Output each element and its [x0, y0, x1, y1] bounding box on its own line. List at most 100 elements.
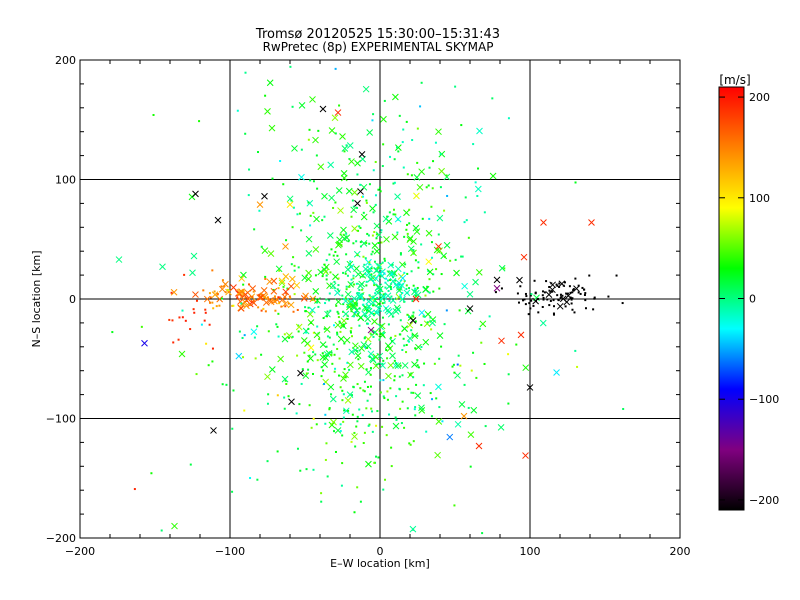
scatter-dot	[378, 186, 381, 189]
scatter-dot	[350, 327, 353, 330]
scatter-dot	[424, 294, 427, 297]
scatter-dot	[339, 233, 342, 236]
scatter-cross	[413, 174, 421, 181]
scatter-dot	[416, 286, 419, 289]
scatter-cross	[261, 192, 268, 200]
scatter-dot	[316, 187, 319, 190]
scatter-dot	[552, 299, 555, 302]
scatter-dot	[507, 353, 510, 356]
scatter-dot	[238, 330, 241, 333]
scatter-dot	[242, 283, 245, 286]
scatter-cross	[354, 270, 362, 278]
scatter-dot	[414, 414, 417, 417]
scatter-dot	[304, 306, 307, 309]
scatter-dot	[440, 345, 443, 348]
scatter-dot	[328, 299, 331, 302]
scatter-dot	[360, 195, 363, 198]
scatter-dot	[374, 160, 377, 163]
scatter-dot	[292, 256, 295, 259]
scatter-dot	[346, 305, 349, 308]
scatter-dot	[284, 379, 287, 382]
scatter-dot	[236, 109, 239, 112]
scatter-cross	[256, 201, 264, 208]
scatter-cross	[454, 420, 462, 428]
scatter-dot	[373, 230, 376, 233]
scatter-dot	[352, 242, 355, 245]
scatter-dot	[333, 353, 336, 356]
scatter-dot	[525, 295, 528, 298]
scatter-dot	[273, 295, 276, 298]
scatter-dot	[256, 151, 259, 154]
scatter-dot	[283, 333, 286, 336]
scatter-dot	[348, 368, 351, 371]
scatter-cross	[358, 151, 366, 158]
scatter-dot	[406, 272, 409, 275]
colorbar-tick-label: 200	[749, 91, 770, 104]
scatter-dot	[394, 279, 397, 282]
scatter-dot	[395, 395, 398, 398]
scatter-cross	[403, 289, 411, 297]
scatter-dot	[298, 403, 301, 406]
scatter-cross	[344, 290, 352, 298]
scatter-cross	[291, 145, 298, 152]
scatter-dot	[361, 414, 364, 417]
scatter-cross	[210, 427, 217, 434]
scatter-dot	[417, 366, 420, 369]
scatter-cross	[489, 172, 497, 180]
scatter-dot	[361, 288, 364, 291]
scatter-dot	[401, 141, 404, 144]
scatter-dot	[472, 143, 475, 146]
scatter-dot	[312, 180, 315, 183]
scatter-dot	[329, 271, 332, 274]
scatter-cross	[270, 287, 278, 295]
scatter-dot	[343, 150, 346, 153]
scatter-dot	[408, 315, 411, 318]
scatter-dot	[325, 345, 328, 348]
scatter-dot	[312, 468, 315, 471]
scatter-dot	[296, 354, 299, 357]
scatter-dot	[563, 281, 566, 284]
scatter-dot	[382, 488, 385, 491]
scatter-dot	[369, 393, 372, 396]
scatter-dot	[362, 275, 365, 278]
scatter-dot	[358, 307, 361, 310]
x-axis-label: E–W location [km]	[330, 557, 430, 570]
scatter-dot	[316, 301, 319, 304]
scatter-dot	[288, 336, 291, 339]
scatter-dot	[338, 104, 341, 107]
scatter-dot	[382, 395, 385, 398]
scatter-dot	[460, 124, 463, 127]
scatter-dot	[430, 205, 433, 208]
scatter-cross	[341, 145, 349, 152]
scatter-cross	[526, 384, 534, 391]
scatter-dot	[387, 289, 390, 292]
scatter-dot	[330, 248, 333, 251]
scatter-dot	[386, 357, 389, 360]
scatter-dot	[342, 393, 345, 396]
scatter-dot	[425, 186, 428, 189]
scatter-dot	[390, 446, 393, 449]
scatter-dot	[338, 357, 341, 360]
scatter-cross	[336, 240, 343, 248]
scatter-dot	[549, 299, 552, 302]
scatter-dot	[420, 346, 423, 349]
scatter-dot	[160, 529, 163, 532]
scatter-dot	[369, 385, 372, 388]
scatter-dot	[413, 408, 416, 411]
scatter-dot	[483, 211, 486, 214]
scatter-dot	[320, 366, 323, 369]
scatter-dot	[569, 291, 572, 294]
scatter-cross	[424, 310, 432, 318]
scatter-dot	[592, 308, 595, 311]
scatter-dot	[428, 278, 431, 281]
scatter-cross	[415, 343, 422, 351]
scatter-dot	[323, 327, 326, 330]
scatter-dot	[189, 463, 192, 466]
scatter-dot	[428, 166, 431, 169]
scatter-dot	[416, 127, 419, 130]
scatter-cross	[384, 342, 392, 350]
scatter-dot	[465, 219, 468, 222]
scatter-dot	[333, 370, 336, 373]
scatter-dot	[328, 408, 331, 411]
scatter-dot	[390, 273, 393, 276]
